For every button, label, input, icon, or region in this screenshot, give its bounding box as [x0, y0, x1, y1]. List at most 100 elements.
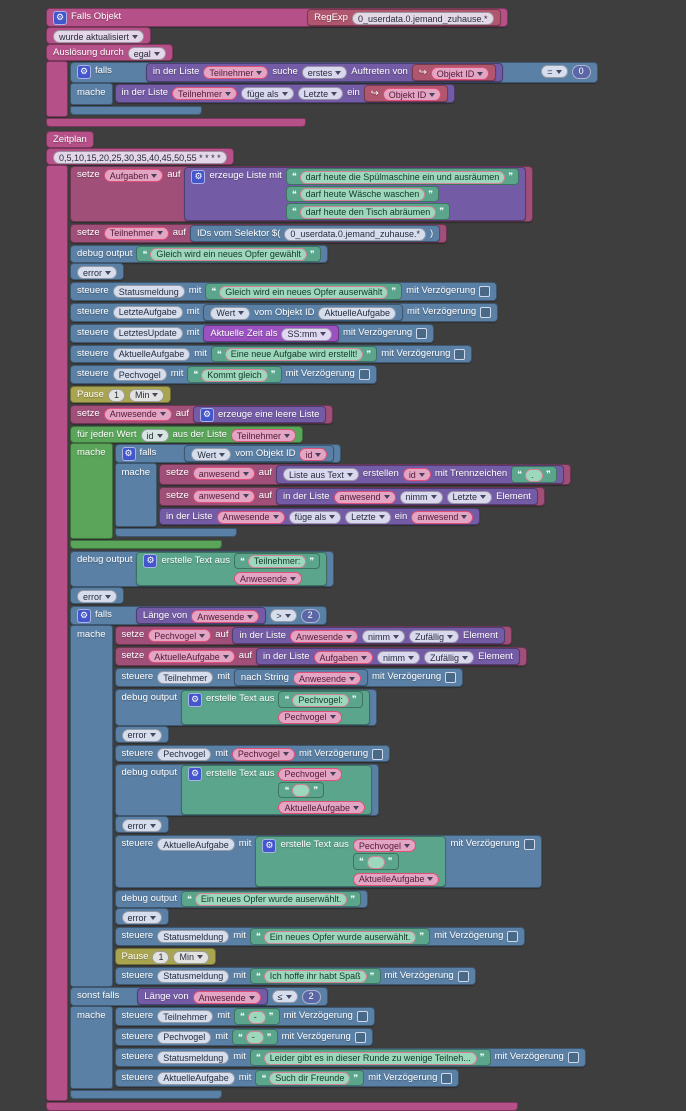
debug-output[interactable]: debug output ❝ Gleich wird ein neues Opfer…: [70, 244, 328, 280]
variable-pill[interactable]: Anwesende: [216, 510, 285, 524]
string-value[interactable]: Ein neues Opfer wurde auserwählt.: [194, 893, 348, 906]
dropdown-field[interactable]: Wert: [191, 448, 232, 461]
variable-pill[interactable]: id: [299, 448, 328, 461]
mutator-gear-icon[interactable]: ⚙: [262, 838, 277, 853]
text-join[interactable]: ⚙ erstelle Text aus Pechvogel ❝ ❞ AktuelleAu…: [181, 764, 373, 815]
mutator-gear-icon[interactable]: ⚙: [77, 608, 91, 623]
trigger-object-id[interactable]: ↪ Objekt ID: [363, 85, 449, 102]
string-value[interactable]: Ich hoffe ihr habt Spaß: [263, 970, 367, 983]
text-string-block[interactable]: ❝ darf heute Wäsche waschen ❞: [285, 185, 440, 202]
delay-checkbox[interactable]: [445, 672, 457, 683]
dropdown-field[interactable]: error: [77, 266, 118, 279]
delay-checkbox[interactable]: [416, 327, 428, 339]
set-variable[interactable]: setze AktuelleAufgabe auf in der Liste Aufga…: [114, 647, 527, 666]
text-string-block[interactable]: ❝ Gleich wird ein neues Opfer gewählt ❞: [136, 245, 321, 262]
control-state[interactable]: steuere Pechvogel mit ❝ Kommt gleich ❞ mit Ver…: [70, 365, 377, 384]
control-state[interactable]: steuere AktuelleAufgabe mit ❝ Eine neue Aufg…: [70, 344, 473, 363]
mutator-gear-icon[interactable]: ⚙: [188, 692, 202, 707]
to-string[interactable]: nach String Anwesende: [233, 669, 369, 686]
control-state[interactable]: steuere LetzteAufgabe mit Wert vom Objekt ID…: [70, 302, 499, 322]
variable-pill[interactable]: anwesend: [192, 489, 255, 503]
control-state[interactable]: steuere Teilnehmer mit ❝ - ❞ mit Verzögerung: [114, 1007, 375, 1026]
control-state[interactable]: steuere Statusmeldung mit ❝ Ein neues Opfer …: [114, 927, 526, 946]
mutator-gear-icon[interactable]: ⚙: [199, 408, 214, 422]
dropdown-field[interactable]: Letzte: [297, 87, 344, 100]
control-state[interactable]: steuere AktuelleAufgabe mit ⚙ erstelle Text …: [114, 835, 542, 888]
dropdown-field[interactable]: error: [121, 911, 162, 924]
variable-pill[interactable]: AktuelleAufgabe: [352, 872, 440, 886]
dropdown-field[interactable]: error: [77, 590, 118, 603]
dropdown-field[interactable]: Wert: [210, 306, 251, 320]
variable-pill[interactable]: Pechvogel: [278, 767, 342, 781]
dropdown-field[interactable]: Letzte: [345, 510, 391, 524]
delay-checkbox[interactable]: [567, 1052, 579, 1063]
dropdown-field[interactable]: 1: [107, 388, 125, 402]
variable-pill[interactable]: Anwesende: [233, 572, 303, 585]
string-value[interactable]: darf heute den Tisch abräumen: [299, 205, 437, 219]
variable-pill[interactable]: Anwesende: [289, 630, 359, 643]
text-string-block[interactable]: ❝ Leider gibt es in dieser Runde zu wenig…: [249, 1049, 491, 1066]
string-value[interactable]: Leider gibt es in dieser Runde zu wenige…: [263, 1051, 477, 1065]
variable-pill[interactable]: Aufgaben: [313, 651, 374, 664]
list-insert[interactable]: in der Liste Teilnehmer füge als Letzte ein ↪…: [114, 84, 456, 103]
string-value[interactable]: Gleich wird ein neues Opfer gewählt: [150, 248, 307, 261]
set-variable[interactable]: setze Anwesende auf ⚙ erzeuge eine leere Lis…: [70, 404, 334, 424]
text-join[interactable]: ⚙ erstelle Text aus Pechvogel ❝ ❞ AktuelleAu…: [255, 836, 447, 887]
list-from-text[interactable]: Liste aus Text erstellen id mit Trennzeiche…: [276, 465, 564, 484]
variable-pill[interactable]: AktuelleAufgabe: [148, 650, 235, 663]
string-value[interactable]: -: [245, 1031, 264, 1044]
set-variable[interactable]: setze Teilnehmer auf IDs vom Selektor $(0_u…: [70, 223, 448, 243]
if-block[interactable]: ⚙ falls Wert vom Objekt ID id mache setze anwes…: [114, 444, 571, 537]
set-variable[interactable]: setze Aufgaben auf ⚙ erzeuge Liste mit ❝ darf …: [70, 166, 534, 222]
dropdown-field[interactable]: wurde aktualisiert: [53, 30, 145, 43]
string-value[interactable]: Pechvogel:: [292, 693, 349, 707]
dropdown-field[interactable]: Letzte: [446, 490, 493, 504]
pause-block[interactable]: Pause 1 Min: [114, 947, 216, 965]
text-string-block[interactable]: ❝ Kommt gleich ❞: [187, 366, 282, 383]
text-join[interactable]: ⚙ erstelle Text aus ❝ Pechvogel: ❞ Pechvogel: [181, 690, 370, 725]
list-length[interactable]: Länge von Anwesende: [135, 607, 267, 624]
list-indexof[interactable]: in der Liste Teilnehmer suche erstes Auftret…: [145, 63, 504, 82]
if-block[interactable]: ⚙ falls in der Liste Teilnehmer suche erstes A…: [70, 62, 598, 115]
control-state[interactable]: steuere Statusmeldung mit ❝ Leider gibt es i…: [114, 1048, 586, 1067]
list-get-element[interactable]: in der Liste anwesend nimm Letzte Element: [276, 487, 538, 505]
variable-pill[interactable]: anwesend: [192, 467, 255, 480]
number-value-block[interactable]: 2: [301, 989, 321, 1004]
dropdown-field[interactable]: Teilnehmer: [157, 1010, 214, 1023]
delay-checkbox[interactable]: [356, 1011, 368, 1022]
delay-checkbox[interactable]: [507, 931, 519, 942]
control-state[interactable]: steuere AktuelleAufgabe mit ❝ Such dir Freun…: [114, 1068, 460, 1087]
dropdown-field[interactable]: Pechvogel: [112, 368, 167, 381]
variable-pill[interactable]: Objekt ID: [382, 88, 442, 101]
text-string-block[interactable]: ❝ ❞: [352, 853, 399, 870]
text-string-block[interactable]: ❝ - ❞: [231, 1028, 278, 1045]
debug-output[interactable]: debug output ❝ Ein neues Opfer wurde auser…: [114, 889, 369, 925]
variable-pill[interactable]: anwesend: [411, 510, 474, 524]
text-string-block[interactable]: ❝ ❞: [278, 781, 325, 798]
dropdown-field[interactable]: 0_userdata.0.jemand_zuhause.*: [284, 227, 426, 241]
number-value-block[interactable]: 2: [300, 608, 320, 623]
dropdown-field[interactable]: Pechvogel: [157, 1030, 212, 1044]
mutator-gear-icon[interactable]: ⚙: [143, 554, 158, 568]
delay-checkbox[interactable]: [441, 1072, 453, 1084]
if-else-block[interactable]: ⚙ falls Länge von Anwesende >2 mache setze Pech…: [70, 606, 586, 1099]
set-variable[interactable]: setze Pechvogel auf in der Liste Anwesende ni…: [114, 626, 512, 645]
get-value-of-object[interactable]: Wert vom Objekt ID AktuelleAufgabe: [203, 303, 404, 321]
trigger-object-id[interactable]: ↪ Objekt ID: [411, 64, 497, 81]
foreach-loop[interactable]: für jeden Wert id aus der Liste Teilnehmer m…: [70, 426, 571, 549]
control-state[interactable]: steuere Pechvogel mit ❝ - ❞ mit Verzögerung: [114, 1027, 373, 1046]
set-variable[interactable]: setze anwesend auf Liste aus Text erstellen i…: [159, 464, 571, 485]
dropdown-field[interactable]: Min: [128, 388, 165, 402]
string-value[interactable]: Kommt gleich: [201, 368, 268, 382]
variable-pill[interactable]: Teilnehmer: [230, 429, 296, 442]
debug-output[interactable]: debug output ⚙ erstelle Text aus ❝ Pechvogel…: [114, 689, 377, 743]
variable-pill[interactable]: Teilnehmer: [203, 66, 269, 79]
text-string-block[interactable]: ❝ Ich hoffe ihr habt Spaß ❞: [249, 967, 381, 984]
dropdown-field[interactable]: 0_userdata.0.jemand_zuhause.*: [351, 12, 494, 25]
dropdown-field[interactable]: SS:mm: [281, 327, 332, 341]
dropdown-field[interactable]: 1: [152, 950, 170, 964]
text-string-block[interactable]: ❝ darf heute die Spülmaschine ein und aus…: [285, 168, 520, 185]
delay-checkbox[interactable]: [479, 286, 491, 297]
schedule-trigger[interactable]: Zeitplan 0,5,10,15,20,25,30,35,40,45,50,5…: [46, 131, 586, 1111]
